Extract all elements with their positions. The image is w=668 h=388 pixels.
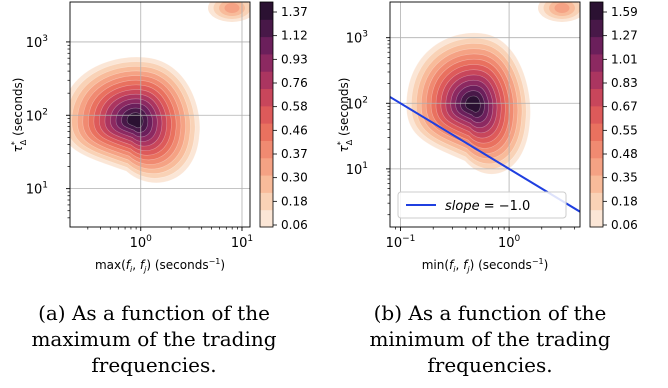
x-tick-label: 101 [231,234,253,251]
x-axis-label: max(fi, fj) (seconds−1) [95,257,225,274]
colorbar-band [260,19,273,38]
colorbar-tick-label: 0.83 [611,76,638,90]
caption-b: (b) As a function of the minimum of the … [369,301,611,377]
colorbar-tick-label: 0.55 [611,123,638,137]
colorbar-band [590,19,603,38]
panel-a: 100 101 101 102 103 max(fi, fj) (seconds−1) τ*… [10,1,308,274]
colorbar-band [260,71,273,90]
colorbar-band [590,53,603,72]
colorbar-tick-label: 0.06 [611,218,638,232]
colorbar-band [260,175,273,193]
legend: slope = −1.0 [397,191,567,219]
colorbar-tick-label: 0.06 [281,218,308,232]
colorbar-tick-label: 0.58 [281,100,308,114]
colorbar-band [590,175,603,193]
colorbar-tick-label: 0.18 [611,194,638,208]
colorbar-band [260,140,273,159]
colorbar-band [260,209,273,228]
axes-frame [69,1,251,228]
colorbar-tick-label: 0.18 [281,194,308,208]
y-tick-label: 103 [26,34,48,51]
colorbar-band [260,105,273,124]
y-tick-label: 101 [346,161,368,178]
colorbar-band [260,2,273,20]
colorbar-band [260,36,273,55]
y-tick-label: 103 [346,30,368,47]
colorbar-band [590,209,603,228]
colorbar-tick-label: 1.59 [611,5,638,19]
colorbar-tick-label: 0.35 [611,171,638,185]
y-axis-label: τ*Δ (seconds) [10,78,28,153]
colorbar-band [260,88,273,107]
colorbar-band [590,157,603,176]
colorbar: 0.06 0.18 0.35 0.48 0.55 0.67 0.83 1.01 1.27 1.59 [589,1,638,232]
colorbar-band [590,36,603,55]
x-tick-label: 100 [130,234,153,251]
colorbar-tick-label: 0.46 [281,123,308,137]
y-axis-label: τ*Δ (seconds) [336,78,354,153]
colorbar-frame [259,1,274,228]
colorbar-band [260,192,273,211]
grid [390,2,580,227]
colorbar-frame [589,1,604,228]
colorbar-tick-label: 0.76 [281,76,308,90]
grid [70,2,250,227]
colorbar-band [590,105,603,124]
density-contours [70,2,250,184]
colorbar-tick-label: 1.37 [281,5,308,19]
colorbar-tick-label: 0.48 [611,147,638,161]
colorbar-band [260,123,273,141]
colorbar-band [260,53,273,72]
colorbar-band [590,140,603,159]
colorbar-band [590,71,603,90]
y-tick-label: 102 [346,95,368,112]
y-tick-label: 101 [26,181,48,198]
colorbar-tick-label: 0.37 [281,147,308,161]
colorbar-band [590,123,603,141]
x-tick-label: 10−1 [386,234,416,251]
colorbar: 0.06 0.18 0.30 0.37 0.46 0.58 0.76 0.93 1.12 1.37 [259,1,308,232]
contour-level [126,112,144,129]
colorbar-tick-label: 1.01 [611,52,638,66]
contour-level [224,3,240,13]
legend-box [397,191,567,219]
panel-b: slope = −1.0 10−1 100 101 102 103 min(fi, fj) … [336,1,638,274]
legend-label: slope = −1.0 [445,199,530,214]
x-axis-label: min(fi, fj) (seconds−1) [422,257,549,274]
colorbar-tick-label: 1.12 [281,29,308,43]
colorbar-band [260,157,273,176]
contour-level [465,95,481,113]
density-contours [406,2,580,175]
colorbar-tick-label: 0.93 [281,52,308,66]
colorbar-tick-label: 0.30 [281,171,308,185]
colorbar-band [590,88,603,107]
colorbar-band [590,192,603,211]
colorbar-tick-label: 0.67 [611,100,638,114]
x-tick-label: 100 [498,234,521,251]
colorbar-band [590,2,603,20]
caption-a: (a) As a function of the maximum of the … [31,301,277,377]
colorbar-tick-label: 1.27 [611,29,638,43]
contour-level [554,3,570,13]
y-tick-label: 102 [26,107,48,124]
